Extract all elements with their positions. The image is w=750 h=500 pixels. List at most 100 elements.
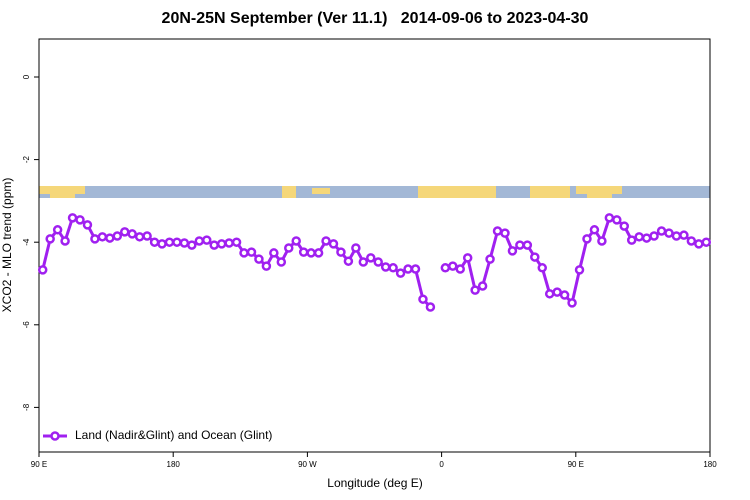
y-tick-label: -6 <box>22 321 31 329</box>
data-point <box>410 264 421 274</box>
data-point <box>52 225 63 235</box>
data-point <box>552 287 562 297</box>
data-point <box>559 290 570 300</box>
y-tick-label: 0 <box>22 74 31 79</box>
data-point <box>515 240 525 250</box>
data-point <box>45 234 55 244</box>
data-point <box>597 236 607 246</box>
data-point <box>90 234 100 244</box>
data-point <box>142 231 152 241</box>
data-point <box>544 289 555 299</box>
legend-marker <box>50 431 60 441</box>
data-point <box>231 237 242 247</box>
data-point <box>694 239 704 249</box>
data-point <box>157 239 167 249</box>
x-tick-label: 180 <box>703 460 717 469</box>
data-point <box>626 235 637 245</box>
data-point <box>686 236 697 246</box>
data-point <box>358 257 369 267</box>
data-point <box>522 240 533 250</box>
data-point <box>291 236 301 246</box>
data-point <box>425 302 436 312</box>
data-point <box>37 265 48 275</box>
data-point <box>261 261 272 271</box>
y-tick-label: -2 <box>22 155 31 163</box>
data-point <box>418 294 428 304</box>
data-point <box>671 231 682 241</box>
data-point <box>507 246 518 256</box>
data-point <box>164 237 175 247</box>
data-point <box>321 236 331 246</box>
data-point <box>455 264 465 274</box>
data-point <box>105 233 115 243</box>
data-point <box>448 261 458 271</box>
data-point <box>60 236 70 246</box>
data-point <box>649 231 659 241</box>
data-point <box>216 239 227 249</box>
chart-title: 20N-25N September (Ver 11.1) 2014-09-06 … <box>162 10 589 27</box>
data-point <box>194 236 205 246</box>
legend-label: Land (Nadir&Glint) and Ocean (Glint) <box>75 428 272 442</box>
data-point <box>537 263 547 273</box>
map-strip <box>39 186 710 198</box>
data-point <box>269 248 279 258</box>
data-point <box>403 264 413 274</box>
x-axis-label: Longitude (deg E) <box>327 476 422 490</box>
data-point <box>492 226 503 236</box>
y-tick-label: -4 <box>22 238 31 246</box>
data-point <box>187 240 197 250</box>
data-point <box>373 257 383 267</box>
data-point <box>679 230 689 240</box>
data-point <box>306 248 316 258</box>
data-point <box>328 239 339 249</box>
data-point <box>701 237 712 247</box>
y-axis-label: XCO2 - MLO trend (ppm) <box>0 178 14 313</box>
x-tick-label: 90 E <box>568 460 584 469</box>
data-point <box>612 215 622 225</box>
data-point <box>224 238 234 248</box>
data-point <box>477 281 488 291</box>
data-point <box>440 263 451 273</box>
data-point <box>75 215 85 225</box>
data-point <box>336 247 346 257</box>
data-point <box>634 232 644 242</box>
data-point <box>462 253 473 263</box>
data-point <box>239 248 249 258</box>
data-point <box>67 213 78 223</box>
x-tick-label: 180 <box>167 460 181 469</box>
data-point <box>641 233 652 243</box>
data-point <box>254 254 264 264</box>
data-point <box>276 257 287 267</box>
data-point <box>582 234 592 244</box>
data-point <box>298 247 309 257</box>
data-point <box>313 248 324 258</box>
data-point <box>284 243 294 253</box>
data-point <box>388 263 398 273</box>
data-point <box>351 243 361 253</box>
data-point <box>127 229 137 239</box>
data-point <box>119 227 130 237</box>
data-point <box>530 252 540 262</box>
data-point <box>380 262 391 272</box>
y-tick-label: -8 <box>22 403 31 411</box>
data-point <box>179 238 190 248</box>
data-point <box>604 213 615 223</box>
x-tick-label: 90 E <box>31 460 47 469</box>
data-point <box>209 240 219 250</box>
x-tick-label: 90 W <box>298 460 317 469</box>
data-point <box>500 228 510 238</box>
data-point <box>567 298 577 308</box>
data-point <box>366 253 376 263</box>
data-point <box>172 237 182 247</box>
data-point <box>134 232 145 242</box>
data-point <box>246 247 257 257</box>
data-point <box>470 285 480 295</box>
data-point <box>97 232 108 242</box>
plot-frame <box>38 38 711 453</box>
data-point <box>619 221 630 231</box>
data-point <box>664 228 674 238</box>
data-point <box>574 265 585 275</box>
data-point <box>82 220 93 230</box>
x-tick-label: 0 <box>439 460 444 469</box>
